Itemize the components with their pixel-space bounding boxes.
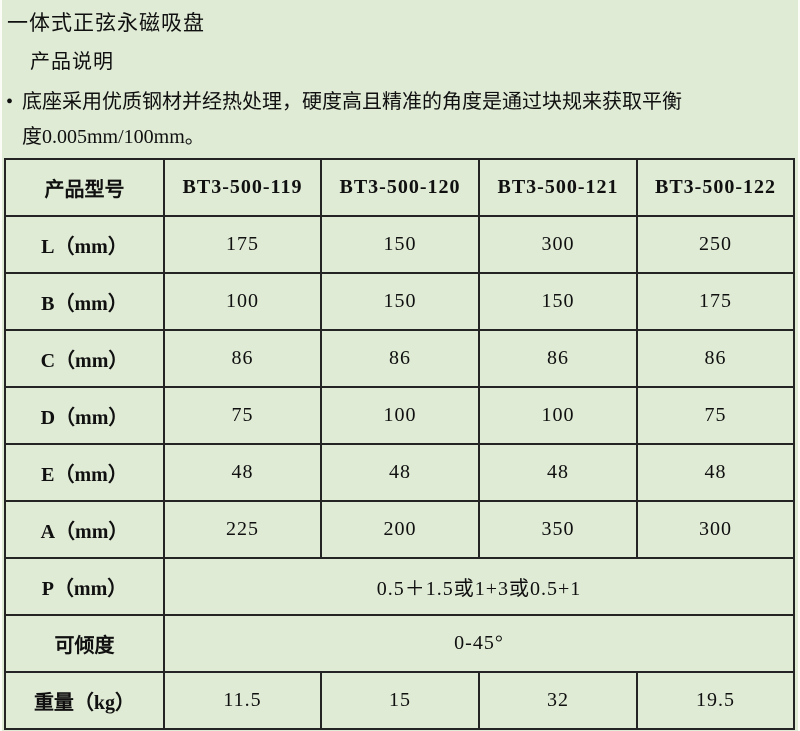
page-title: 一体式正弦永磁吸盘 [7,11,205,35]
value-cell: 86 [478,329,638,388]
row-label-B: B（mm） [4,272,165,331]
value-cell: 150 [320,272,480,331]
spec-row-P: P（mm） 0.5＋1.5或1+3或0.5+1 [4,557,795,616]
section-subtitle: 产品说明 [30,51,114,73]
merged-value-cell-tilt: 0-45° [163,614,795,673]
row-label-L: L（mm） [4,215,165,274]
value-cell: 48 [163,443,322,502]
page-right-edge [798,0,800,731]
description-line-1: • 底座采用优质钢材并经热处理，硬度高且精准的角度是通过块规来获取平衡 [6,85,796,120]
value-cell: 250 [636,215,795,274]
value-cell: 15 [320,671,480,730]
bullet-marker: • [6,91,14,113]
value-cell: 150 [320,215,480,274]
value-cell: 200 [320,500,480,559]
merged-value-cell-P: 0.5＋1.5或1+3或0.5+1 [163,557,795,616]
value-cell: 100 [320,386,480,445]
spec-table: 产品型号 BT3-500-119 BT3-500-120 BT3-500-121… [4,158,795,730]
value-cell: 100 [163,272,322,331]
value-cell: 225 [163,500,322,559]
value-cell: 32 [478,671,638,730]
value-cell: 150 [478,272,638,331]
spec-row-C: C（mm） 86 86 86 86 [4,329,795,388]
value-cell: 175 [636,272,795,331]
row-label-D: D（mm） [4,386,165,445]
row-label-C: C（mm） [4,329,165,388]
spec-row-D: D（mm） 75 100 100 75 [4,386,795,445]
row-label-E: E（mm） [4,443,165,502]
spec-row-B: B（mm） 100 150 150 175 [4,272,795,331]
spec-row-tilt: 可倾度 0-45° [4,614,795,673]
value-cell: 86 [163,329,322,388]
header-cell-model: 产品型号 [4,158,165,217]
spec-row-L: L（mm） 175 150 300 250 [4,215,795,274]
value-cell: 350 [478,500,638,559]
value-cell: 175 [163,215,322,274]
spec-row-A: A（mm） 225 200 350 300 [4,500,795,559]
value-cell: 19.5 [636,671,795,730]
header-cell-bt3-500-121: BT3-500-121 [478,158,638,217]
row-label-tilt: 可倾度 [4,614,165,673]
header-row: 产品型号 BT3-500-119 BT3-500-120 BT3-500-121… [4,158,795,217]
value-cell: 300 [478,215,638,274]
header-cell-bt3-500-122: BT3-500-122 [636,158,795,217]
header-cell-bt3-500-119: BT3-500-119 [163,158,322,217]
description-text-1: 底座采用优质钢材并经热处理，硬度高且精准的角度是通过块规来获取平衡 [22,91,682,113]
page-left-edge [0,0,2,731]
description-line-2: 度0.005mm/100mm。 [22,126,205,148]
product-description: • 底座采用优质钢材并经热处理，硬度高且精准的角度是通过块规来获取平衡 度0.00… [6,85,796,155]
spec-row-E: E（mm） 48 48 48 48 [4,443,795,502]
value-cell: 86 [320,329,480,388]
spec-row-weight: 重量（kg） 11.5 15 32 19.5 [4,671,795,730]
value-cell: 48 [320,443,480,502]
value-cell: 48 [636,443,795,502]
value-cell: 75 [636,386,795,445]
value-cell: 100 [478,386,638,445]
header-cell-bt3-500-120: BT3-500-120 [320,158,480,217]
row-label-weight: 重量（kg） [4,671,165,730]
row-label-A: A（mm） [4,500,165,559]
value-cell: 75 [163,386,322,445]
value-cell: 86 [636,329,795,388]
value-cell: 11.5 [163,671,322,730]
value-cell: 48 [478,443,638,502]
value-cell: 300 [636,500,795,559]
row-label-P: P（mm） [4,557,165,616]
